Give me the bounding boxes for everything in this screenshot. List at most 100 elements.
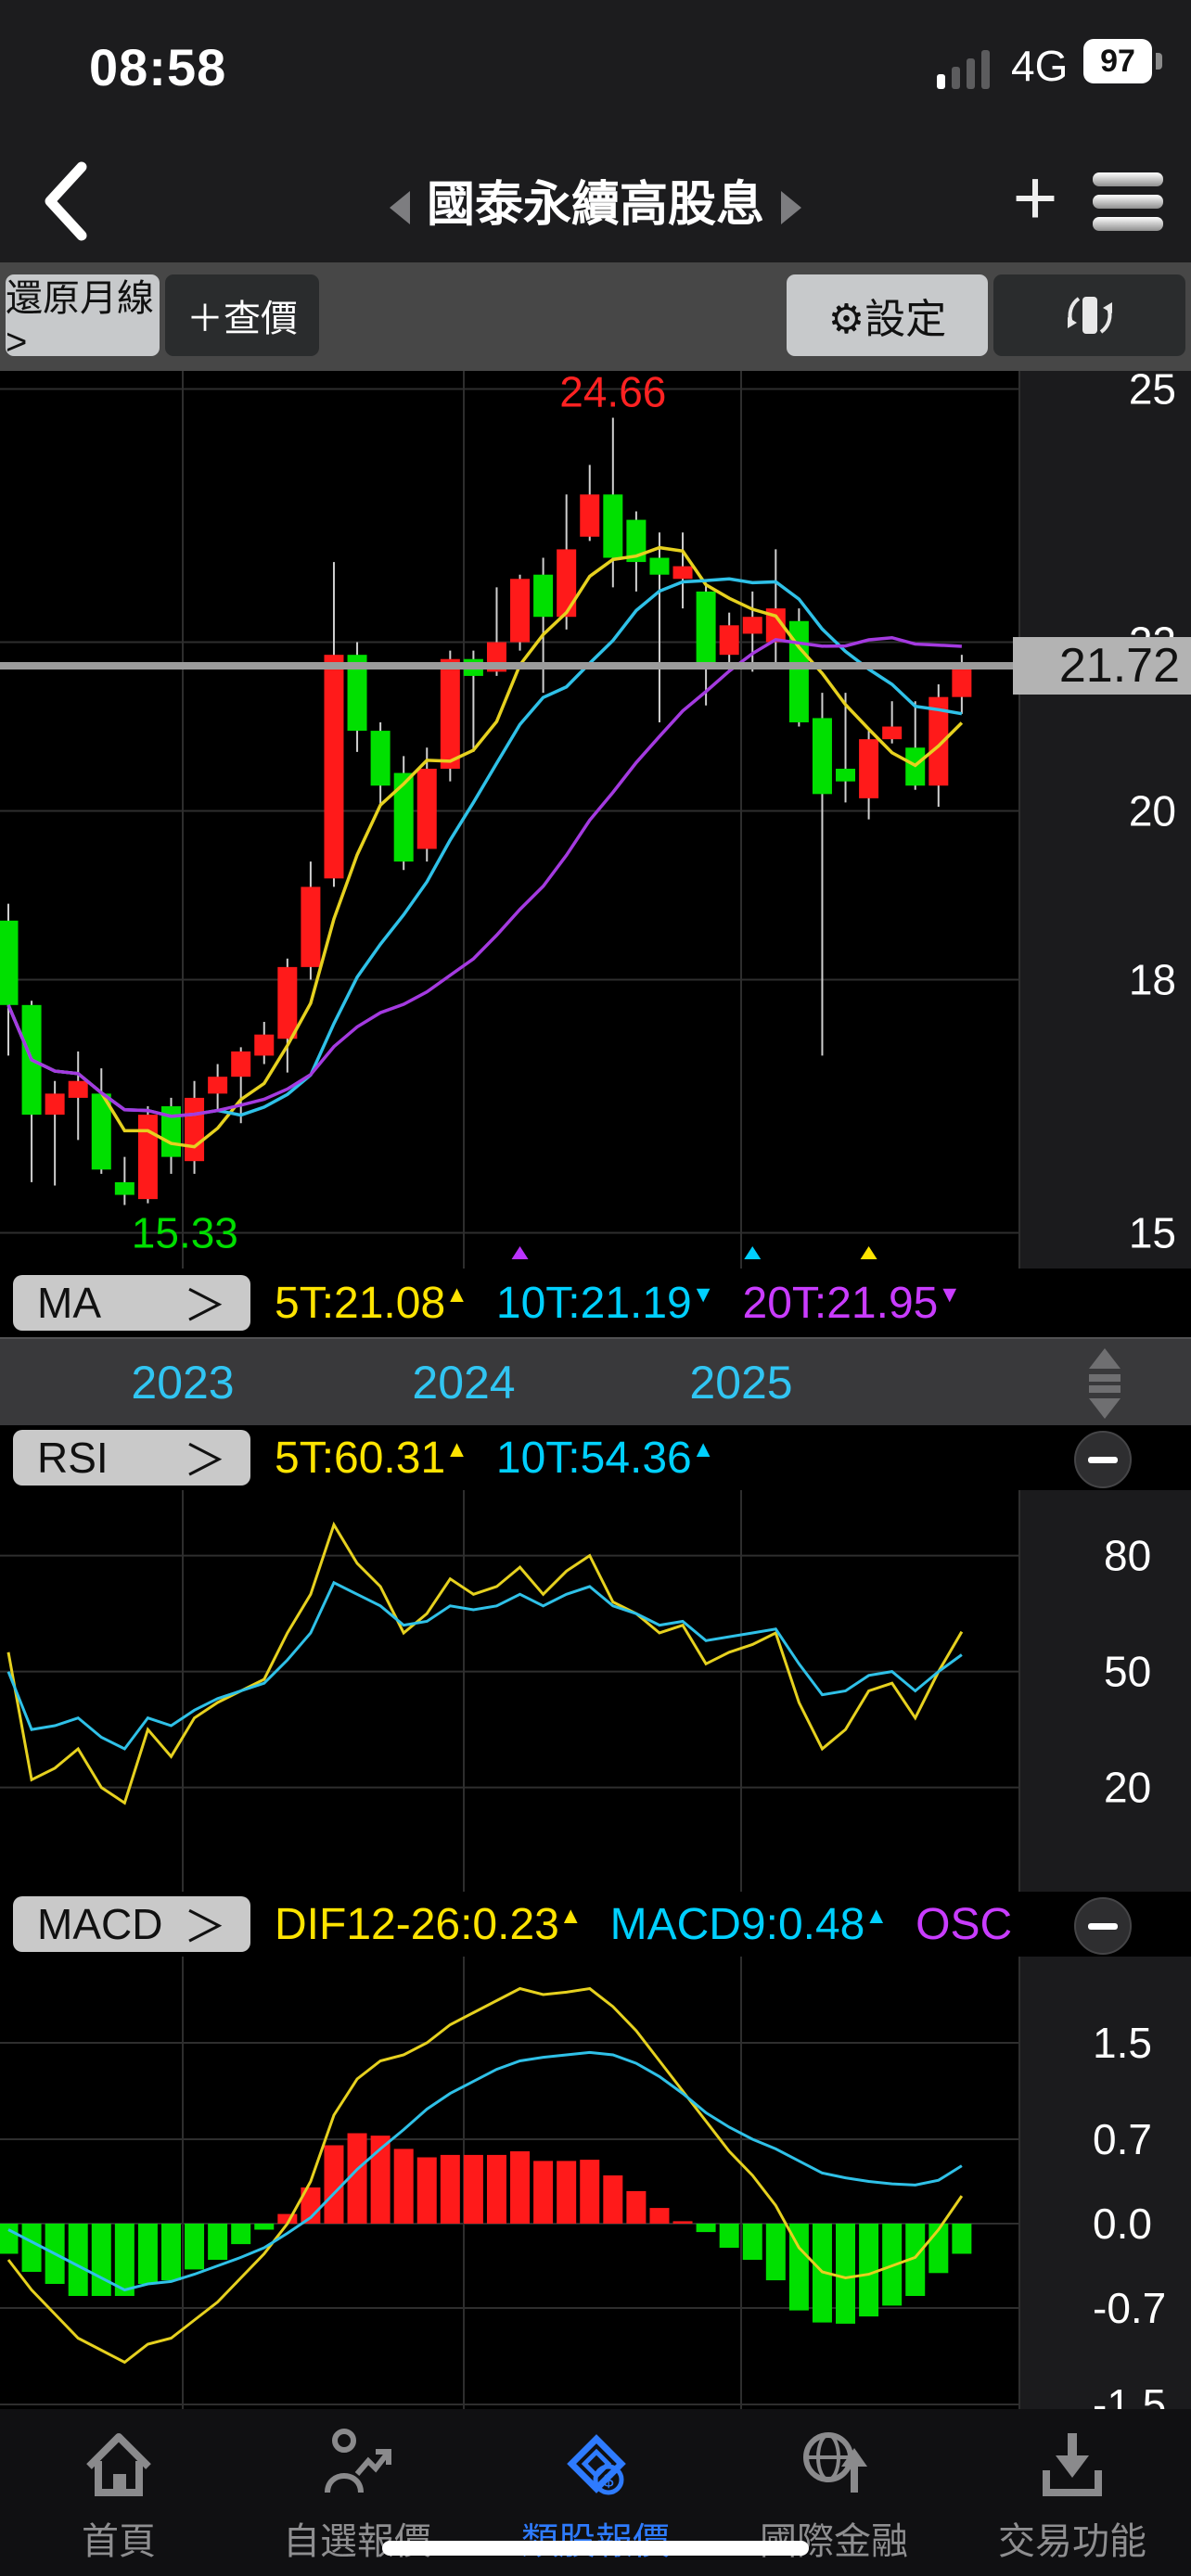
settings-button[interactable]: ⚙設定 xyxy=(787,274,988,356)
rsi-line-5T xyxy=(6,1521,964,1805)
add-button[interactable]: + xyxy=(1012,154,1058,241)
macd-tick-label: 0.7 xyxy=(1093,2115,1152,2163)
indicator-value: 5T:21.08▲ xyxy=(275,1278,468,1328)
osc-bar xyxy=(114,2224,134,2296)
candle xyxy=(557,494,577,630)
home-icon xyxy=(86,2433,151,2496)
up-arrow-icon: ▲ xyxy=(558,1902,583,1929)
current-price-line xyxy=(0,662,1020,670)
osc-bar xyxy=(510,2151,531,2224)
tab-label: 自選報價 xyxy=(283,2521,431,2562)
osc-bar xyxy=(0,2224,19,2254)
year-tick-label: 2024 xyxy=(412,1357,516,1409)
ma-button[interactable]: MA ＞ xyxy=(13,1275,250,1331)
osc-bar xyxy=(859,2224,879,2317)
rsi-chart[interactable]: 80 50 20 xyxy=(0,1490,1191,1892)
candle xyxy=(347,642,367,752)
low-price-label: 15.33 xyxy=(132,1208,238,1256)
macd-tick-label: -1.5 xyxy=(1093,2380,1166,2409)
film-money-icon: $ xyxy=(567,2434,626,2495)
check-price-button[interactable]: ＋查價 xyxy=(165,274,319,356)
tab-類股報價[interactable]: $ 類股報價 xyxy=(477,2418,714,2562)
candle xyxy=(836,693,856,803)
osc-bar xyxy=(347,2133,367,2224)
indicator-value: OSC xyxy=(916,1899,1013,1949)
tab-交易功能[interactable]: 交易功能 xyxy=(954,2418,1191,2562)
chevron-right-icon: ＞ xyxy=(184,1436,226,1485)
prev-stock-icon[interactable] xyxy=(389,191,410,225)
price-tick-label: 18 xyxy=(1129,956,1176,1004)
back-button[interactable] xyxy=(28,159,102,243)
candle xyxy=(231,1047,251,1124)
osc-bar xyxy=(137,2224,158,2284)
person-chart-icon xyxy=(325,2429,391,2493)
osc-bar xyxy=(533,2161,554,2224)
period-button[interactable]: 還原月線> xyxy=(6,274,160,363)
up-arrow-icon: ▲ xyxy=(445,1435,468,1462)
osc-bar xyxy=(208,2224,228,2260)
osc-bar xyxy=(836,2224,856,2324)
rotate-screen-button[interactable] xyxy=(993,274,1185,356)
candle xyxy=(416,747,437,862)
price-tick-label: 20 xyxy=(1129,787,1176,835)
menu-icon[interactable] xyxy=(1093,172,1163,231)
candle xyxy=(580,465,600,542)
down-arrow-icon: ▼ xyxy=(938,1281,962,1307)
osc-bar xyxy=(742,2224,762,2260)
rsi-collapse-button[interactable] xyxy=(1074,1431,1132,1488)
dif-line xyxy=(6,1986,964,2365)
tab-自選報價[interactable]: 自選報價 xyxy=(238,2418,476,2562)
candle xyxy=(626,511,647,592)
signal-marker-icon xyxy=(860,1246,877,1259)
chart-toolbar: 還原月線> ＋查價 ⚙設定 xyxy=(0,262,1191,374)
nav-bar: 國泰永續高股息 + xyxy=(0,139,1191,262)
candle xyxy=(696,582,716,706)
osc-bar xyxy=(68,2224,88,2296)
rsi-button[interactable]: RSI ＞ xyxy=(13,1430,250,1486)
year-tick-label: 2025 xyxy=(689,1357,793,1409)
candle xyxy=(254,1022,275,1065)
candle xyxy=(649,532,670,722)
osc-bar xyxy=(301,2187,321,2224)
macd-header: MACD ＞ DIF12-26:0.23▲ MACD9:0.48▲ OSC xyxy=(0,1892,1191,1957)
macd-chart[interactable]: 1.5 0.7 0.0 -0.7 -1.5 xyxy=(0,1957,1191,2409)
globe-arrow-icon xyxy=(803,2432,867,2493)
candle xyxy=(742,591,762,672)
rsi-tick-label: 80 xyxy=(1104,1532,1151,1580)
candle xyxy=(533,557,554,694)
osc-bar xyxy=(649,2208,670,2224)
year-tick-label: 2023 xyxy=(131,1357,235,1409)
macd-collapse-button[interactable] xyxy=(1074,1897,1132,1955)
svg-text:$: $ xyxy=(603,2471,613,2492)
candle xyxy=(301,861,321,980)
down-arrow-icon: ▼ xyxy=(691,1281,715,1307)
candle xyxy=(324,562,344,887)
panel-resize-stepper[interactable] xyxy=(1078,1346,1133,1421)
up-arrow-icon: ▲ xyxy=(691,1435,715,1462)
tab-國際金融[interactable]: 國際金融 xyxy=(715,2418,953,2562)
candle xyxy=(45,1080,65,1186)
macd-tick-label: -0.7 xyxy=(1093,2284,1166,2332)
tab-首頁[interactable]: 首頁 xyxy=(0,2418,237,2562)
next-stock-icon[interactable] xyxy=(781,191,801,225)
clock: 08:58 xyxy=(89,38,227,96)
chevron-right-icon: ＞ xyxy=(184,1903,226,1951)
home-indicator[interactable] xyxy=(382,2541,809,2556)
indicator-value: 10T:54.36▲ xyxy=(495,1433,715,1483)
osc-bar xyxy=(672,2221,693,2224)
up-arrow-icon: ▲ xyxy=(864,1902,889,1929)
osc-bar xyxy=(557,2161,577,2224)
current-price-tag xyxy=(1013,637,1191,695)
tray-download-icon xyxy=(1043,2433,1102,2496)
osc-bar xyxy=(603,2175,623,2224)
chevron-right-icon: ＞ xyxy=(184,1282,226,1330)
page-title: 國泰永續高股息 xyxy=(0,165,1191,235)
macd-button[interactable]: MACD ＞ xyxy=(13,1896,250,1952)
candle xyxy=(208,1064,228,1111)
candle xyxy=(0,903,19,1056)
status-bar: 08:58 4G 97 xyxy=(0,0,1191,139)
osc-bar xyxy=(370,2136,391,2224)
candle xyxy=(672,532,693,609)
